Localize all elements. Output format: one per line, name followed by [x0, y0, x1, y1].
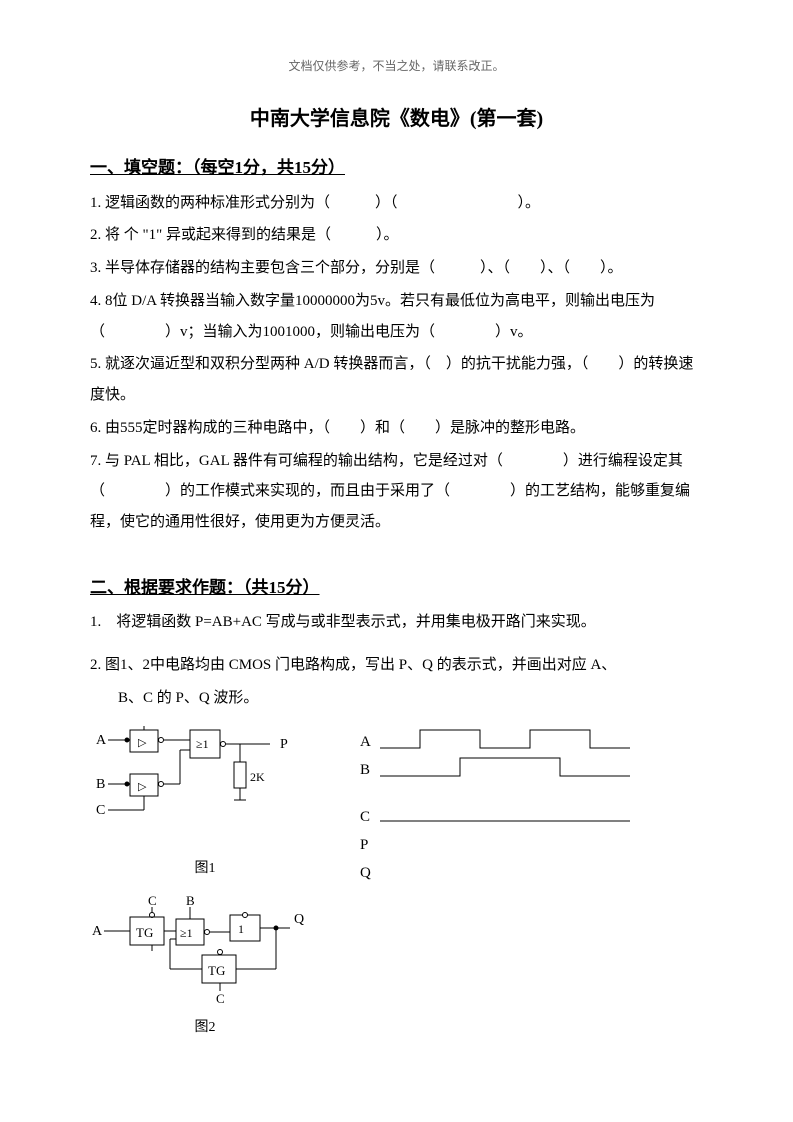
q1-2: 2. 将 个 "1" 异或起来得到的结果是（ ）。 — [90, 220, 703, 251]
q1-3: 3. 半导体存储器的结构主要包含三个部分，分别是（ ）、（ ）、（ ）。 — [90, 253, 703, 284]
svg-text:≥1: ≥1 — [180, 926, 193, 940]
label-p: P — [280, 737, 288, 752]
q2-2b: B、C 的 P、Q 波形。 — [90, 683, 703, 714]
fig2-label: 图2 — [90, 1015, 320, 1041]
label-a: A — [96, 733, 107, 748]
diagrams-container: A ▷ B ▷ — [90, 726, 703, 1042]
header-note: 文档仅供参考，不当之处，请联系改正。 — [90, 55, 703, 77]
svg-text:A: A — [360, 734, 371, 750]
main-title: 中南大学信息院《数电》(第一套) — [90, 101, 703, 138]
left-diagrams: A ▷ B ▷ — [90, 726, 320, 1042]
tg2-label: TG — [208, 963, 225, 978]
figure-2: C B A TG ≥1 — [90, 895, 320, 1041]
q1-1: 1. 逻辑函数的两种标准形式分别为（ ）（ ）。 — [90, 188, 703, 219]
svg-text:Q: Q — [360, 865, 371, 881]
svg-text:Q: Q — [294, 912, 304, 927]
waveform-area: A B C P Q — [360, 726, 703, 906]
section1-heading: 一、填空题：（每空1分，共15分） — [90, 152, 703, 183]
svg-text:C: C — [148, 895, 157, 908]
label-b: B — [96, 777, 105, 792]
svg-text:1: 1 — [238, 922, 244, 936]
q1-5: 5. 就逐次逼近型和双积分型两种 A/D 转换器而言，（ ）的抗干扰能力强，（ … — [90, 349, 703, 411]
svg-text:B: B — [186, 895, 195, 908]
gate2-icon: ▷ — [138, 781, 147, 793]
fig1-label: 图1 — [90, 856, 320, 882]
q2-1: 1. 将逻辑函数 P=AB+AC 写成与或非型表示式，并用集电极开路门来实现。 — [90, 607, 703, 638]
svg-text:B: B — [360, 762, 370, 778]
label-c: C — [96, 803, 105, 818]
q1-6: 6. 由555定时器构成的三种电路中，（ ）和（ ）是脉冲的整形电路。 — [90, 413, 703, 444]
q1-7: 7. 与 PAL 相比，GAL 器件有可编程的输出结构，它是经过对（ ）进行编程… — [90, 446, 703, 538]
svg-text:A: A — [92, 924, 103, 939]
resistor-label: 2K — [250, 770, 265, 784]
gate1-icon: ▷ — [138, 737, 147, 749]
q2-2a: 2. 图1、2中电路均由 CMOS 门电路构成，写出 P、Q 的表示式，并画出对… — [90, 650, 703, 681]
gate3-label: ≥1 — [196, 737, 209, 751]
figure-1: A ▷ B ▷ — [90, 726, 320, 882]
tg1-label: TG — [136, 925, 153, 940]
svg-text:C: C — [360, 809, 370, 825]
svg-text:C: C — [216, 991, 225, 1006]
svg-text:P: P — [360, 837, 368, 853]
section2-heading: 二、根据要求作题：（共15分） — [90, 572, 703, 603]
q1-4: 4. 8位 D/A 转换器当输入数字量10000000为5v。若只有最低位为高电… — [90, 286, 703, 348]
